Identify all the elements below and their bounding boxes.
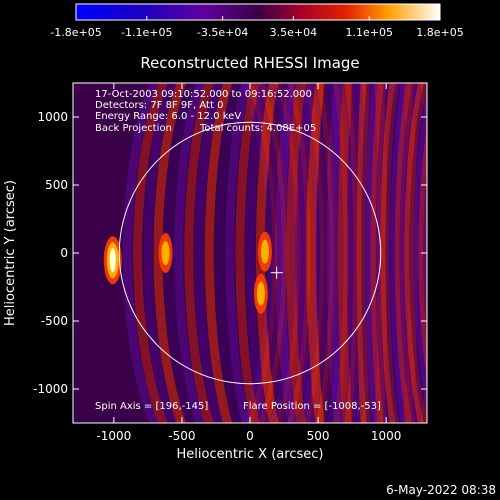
y-tick-label: 1000 [37,110,68,124]
annotation-total-counts: Total counts: 4.08E+05 [199,123,316,134]
x-tick-label: -500 [168,429,195,443]
fringe-band [432,33,500,473]
annotation-spin-axis: Spin Axis = [196,-145] [95,401,208,412]
annotation-detectors: Detectors: 7F 8F 9F, Att 0 [95,100,223,111]
colorbar-tick-label: -3.5e+04 [197,26,248,39]
colorbar-tick-label: -1.8e+05 [50,26,101,39]
fringe-band [399,83,422,423]
x-tick-label: 500 [307,429,330,443]
colorbar [75,3,441,21]
source-core [256,281,265,306]
footer-timestamp: 6-May-2022 08:38 [386,483,496,497]
fringe-band [404,83,427,423]
colorbar-tick-label: 1.8e+05 [416,26,463,39]
heatmap-sources [103,231,272,314]
fringe-band [447,33,500,473]
fringe-band [408,83,427,423]
y-axis-label: Heliocentric Y (arcsec) [3,180,18,326]
source-core [161,241,170,265]
colorbar-tick-label: 1.1e+05 [345,26,392,39]
colorbar-tick-label: 3.5e+04 [270,26,317,39]
fringe-band [174,83,301,423]
annotation-energy-range: Energy Range: 6.0 - 12.0 keV [95,111,241,122]
fringe-band [456,33,500,473]
annotation-time-range: 17-Oct-2003 09:10:52.000 to 09:16:52.000 [95,89,312,100]
fringe-band [413,94,427,412]
y-tick-label: 500 [45,178,68,192]
annotation-flare-position: Flare Position = [-1008,-53] [243,401,381,412]
fringe-band [451,33,500,473]
annotation-method: Back Projection [95,123,172,134]
colorbar-ticks: -1.8e+05 -1.1e+05 -3.5e+04 3.5e+04 1.1e+05 1.… [50,16,464,39]
fringe-band [418,125,427,381]
fringe-band [153,83,292,423]
fringe-band [389,83,410,423]
fringe-band [394,83,416,423]
fringe-band [385,83,405,423]
fringe-band [437,33,500,473]
x-axis: -1000 -500 0 500 1000 [96,83,401,443]
colorbar-tick-label: -1.1e+05 [121,26,172,39]
x-tick-label: -1000 [96,429,131,443]
fringe-band [442,33,500,473]
y-tick-label: 0 [60,246,68,260]
fringe-band [380,83,427,423]
chart-title: Reconstructed RHESSI Image [140,54,359,72]
x-axis-label: Heliocentric X (arcsec) [177,447,324,462]
heatmap-image [103,33,500,473]
source-core [260,239,269,264]
x-tick-label: 0 [246,429,254,443]
x-tick-label: 1000 [371,429,402,443]
y-axis: -1000 -500 0 500 1000 [33,110,427,396]
fringe-band [461,33,500,473]
fringe-band [423,167,427,339]
source-peak [109,248,116,273]
y-tick-label: -1000 [33,382,68,396]
y-tick-label: -500 [41,314,68,328]
spin-axis-marker [270,266,283,279]
solar-limb-circle [118,121,382,385]
fringe-band [466,33,500,473]
